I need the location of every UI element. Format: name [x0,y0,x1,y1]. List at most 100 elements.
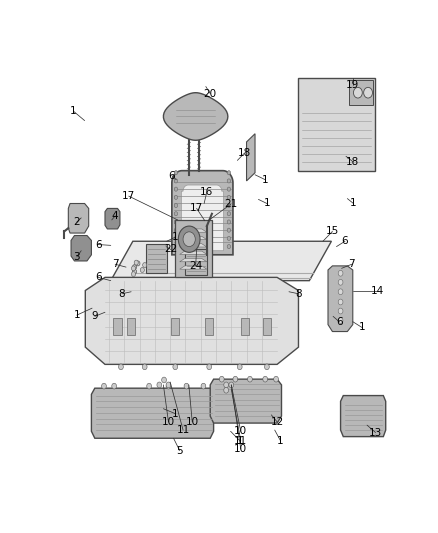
Ellipse shape [201,383,206,389]
Polygon shape [92,388,214,438]
Ellipse shape [131,272,135,277]
Ellipse shape [229,382,233,388]
Polygon shape [180,244,207,247]
Ellipse shape [173,364,178,370]
Text: 6: 6 [95,272,102,282]
Ellipse shape [338,299,343,305]
Text: 7: 7 [112,259,119,269]
Ellipse shape [227,171,230,175]
Polygon shape [180,229,207,232]
Polygon shape [298,78,375,171]
Polygon shape [185,249,207,275]
Ellipse shape [183,232,195,247]
Ellipse shape [207,364,212,370]
Ellipse shape [274,376,279,382]
Text: 6: 6 [342,236,348,246]
Ellipse shape [219,376,224,382]
Bar [127,318,135,335]
Polygon shape [163,93,228,140]
Text: 1: 1 [262,175,268,185]
Text: 24: 24 [189,261,202,271]
Polygon shape [172,171,233,255]
Ellipse shape [166,382,171,388]
Text: 18: 18 [346,157,360,167]
Text: 18: 18 [237,148,251,158]
Ellipse shape [227,212,230,216]
Ellipse shape [157,382,162,388]
Text: 20: 20 [204,88,217,99]
Text: 1: 1 [74,310,80,320]
Bar [171,318,179,335]
Text: 10: 10 [234,426,247,437]
Ellipse shape [227,245,230,248]
Text: 6: 6 [169,171,175,181]
Text: 6: 6 [336,317,343,327]
Ellipse shape [174,245,178,248]
Ellipse shape [132,265,137,270]
Text: 17: 17 [122,191,135,201]
Text: 1: 1 [172,409,179,418]
Bar [113,318,122,335]
Polygon shape [68,204,88,233]
Text: 10: 10 [186,417,199,427]
Ellipse shape [174,212,178,216]
Text: 10: 10 [234,444,247,454]
Text: 11: 11 [177,425,190,435]
Ellipse shape [174,171,178,175]
Text: 2: 2 [74,217,80,227]
Ellipse shape [131,266,135,271]
Ellipse shape [174,195,178,199]
Text: 3: 3 [74,252,80,262]
Ellipse shape [227,204,230,207]
Ellipse shape [227,220,230,224]
Ellipse shape [353,87,362,98]
Ellipse shape [227,228,230,232]
Ellipse shape [174,236,178,240]
Polygon shape [350,80,373,105]
Ellipse shape [142,364,147,370]
Ellipse shape [247,376,252,382]
Text: 5: 5 [177,446,183,456]
Ellipse shape [233,376,238,382]
Text: 9: 9 [92,311,98,321]
Polygon shape [328,266,353,332]
Ellipse shape [143,263,147,268]
Ellipse shape [174,204,178,207]
Text: 13: 13 [369,427,382,438]
Ellipse shape [134,260,138,265]
Text: 15: 15 [326,227,339,237]
Text: 6: 6 [95,239,102,249]
Text: 11: 11 [234,435,247,446]
Ellipse shape [174,228,178,232]
Text: 1: 1 [277,435,284,446]
Polygon shape [247,134,255,181]
Ellipse shape [174,179,178,183]
Text: 10: 10 [162,417,175,427]
Polygon shape [180,236,207,240]
Polygon shape [341,395,386,437]
Ellipse shape [227,179,230,183]
Ellipse shape [338,308,343,314]
Polygon shape [180,259,207,262]
Ellipse shape [136,261,140,266]
Polygon shape [85,277,298,365]
Polygon shape [111,241,332,281]
Ellipse shape [224,382,229,388]
Text: 1: 1 [70,106,77,116]
Text: 4: 4 [112,211,119,221]
Ellipse shape [237,364,242,370]
Ellipse shape [227,195,230,199]
Polygon shape [175,220,212,277]
Text: 1: 1 [172,232,179,242]
Ellipse shape [112,383,117,389]
Ellipse shape [166,383,171,389]
Text: 14: 14 [371,286,385,295]
Polygon shape [180,251,207,254]
Text: 1: 1 [264,198,270,208]
Ellipse shape [174,220,178,224]
Polygon shape [210,379,282,423]
Ellipse shape [178,226,200,252]
Ellipse shape [184,383,189,389]
Text: 17: 17 [190,204,203,213]
Ellipse shape [338,289,343,295]
